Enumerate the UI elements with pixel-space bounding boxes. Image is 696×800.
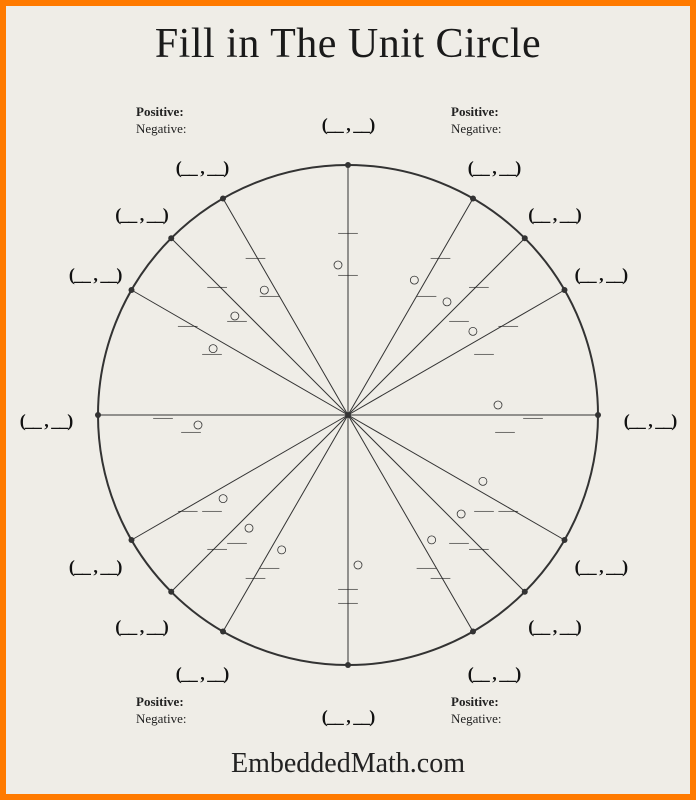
quadrant-negative-label: Negative:: [451, 121, 502, 138]
radian-blank-0: ___: [523, 405, 543, 421]
degree-blank-60: ___: [417, 283, 437, 299]
quadrant-label-1: Positive:Negative:: [451, 104, 502, 138]
degree-blank-0: ___: [495, 419, 515, 435]
coord-blank-300: (__ , __): [468, 663, 521, 684]
degree-blank-30: ___: [474, 341, 494, 357]
worksheet-frame: Fill in The Unit Circle (__ , __)______(…: [0, 0, 696, 800]
coord-blank-210: (__ , __): [69, 557, 122, 578]
quadrant-negative-label: Negative:: [451, 711, 502, 728]
quadrant-positive-label: Positive:: [136, 694, 187, 711]
radian-blank-180: ___: [153, 405, 173, 421]
coord-blank-0: (__ , __): [624, 411, 677, 432]
radian-blank-315: ___: [469, 536, 489, 552]
degree-blank-270: ___: [338, 576, 358, 592]
quadrant-label-3: Positive:Negative:: [136, 694, 187, 728]
degree-blank-210: ___: [202, 498, 222, 514]
unit-circle-svg: [6, 90, 690, 740]
degree-blank-150: ___: [202, 341, 222, 357]
radian-blank-60: ___: [431, 245, 451, 261]
degree-blank-135: ___: [227, 308, 247, 324]
quadrant-positive-label: Positive:: [451, 694, 502, 711]
quadrant-positive-label: Positive:: [136, 104, 187, 121]
radian-blank-150: ___: [178, 313, 198, 329]
coord-blank-135: (__ , __): [115, 204, 168, 225]
unit-circle-stage: (__ , __)______(__ , __)______(__ , __)_…: [6, 96, 690, 734]
degree-blank-180: ___: [181, 419, 201, 435]
quadrant-label-2: Positive:Negative:: [136, 104, 187, 138]
page-title: Fill in The Unit Circle: [6, 20, 690, 68]
radian-blank-120: ___: [246, 245, 266, 261]
quadrant-label-4: Positive:Negative:: [451, 694, 502, 728]
coord-blank-30: (__ , __): [575, 265, 628, 286]
quadrant-positive-label: Positive:: [451, 104, 502, 121]
radian-blank-90: ___: [338, 220, 358, 236]
coord-blank-120: (__ , __): [176, 158, 229, 179]
coord-blank-90: (__ , __): [322, 115, 375, 136]
coord-blank-270: (__ , __): [322, 707, 375, 728]
coord-blank-330: (__ , __): [575, 557, 628, 578]
radian-blank-135: ___: [207, 274, 227, 290]
radian-blank-270: ___: [338, 590, 358, 606]
radian-blank-330: ___: [498, 498, 518, 514]
degree-blank-225: ___: [227, 530, 247, 546]
radian-blank-30: ___: [498, 313, 518, 329]
footer-credit: EmbeddedMath.com: [6, 748, 690, 780]
coord-blank-60: (__ , __): [468, 158, 521, 179]
degree-blank-45: ___: [449, 308, 469, 324]
quadrant-negative-label: Negative:: [136, 711, 187, 728]
quadrant-negative-label: Negative:: [136, 121, 187, 138]
degree-blank-330: ___: [474, 498, 494, 514]
degree-blank-315: ___: [449, 530, 469, 546]
degree-blank-240: ___: [260, 555, 280, 571]
coord-blank-45: (__ , __): [528, 204, 581, 225]
radian-blank-45: ___: [469, 274, 489, 290]
radian-blank-225: ___: [207, 536, 227, 552]
degree-blank-120: ___: [260, 283, 280, 299]
degree-blank-90: ___: [338, 262, 358, 278]
coord-blank-225: (__ , __): [115, 617, 168, 638]
coord-blank-180: (__ , __): [20, 411, 73, 432]
coord-blank-240: (__ , __): [176, 663, 229, 684]
coord-blank-315: (__ , __): [528, 617, 581, 638]
radian-blank-210: ___: [178, 498, 198, 514]
degree-blank-300: ___: [417, 555, 437, 571]
coord-blank-150: (__ , __): [69, 265, 122, 286]
